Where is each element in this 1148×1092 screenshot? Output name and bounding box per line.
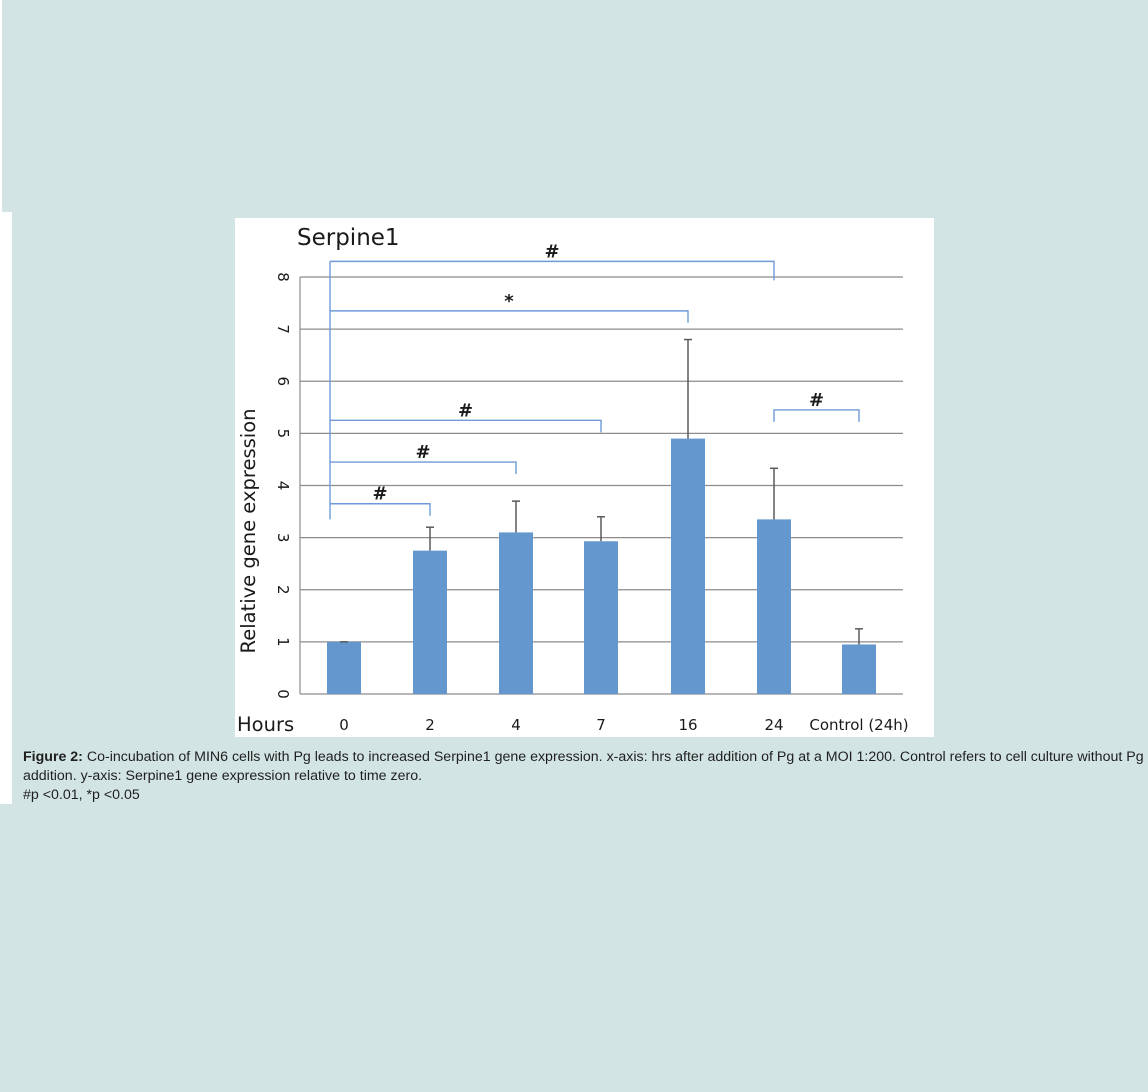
- significance-bracket: [330, 260, 775, 281]
- chart-title: Serpine1: [297, 225, 400, 251]
- y-tick-label: 8: [274, 272, 292, 282]
- significance-bracket: [330, 419, 602, 433]
- x-tick-label: 2: [425, 716, 435, 734]
- y-tick-label: 4: [274, 481, 292, 491]
- y-tick-label: 1: [274, 637, 292, 647]
- bar-4: [499, 532, 533, 694]
- caption-label: Figure 2:: [23, 749, 83, 765]
- bar-16: [671, 438, 705, 694]
- bar-Control (24h): [842, 644, 876, 694]
- significance-label: #: [372, 484, 387, 505]
- x-tick-label: 7: [596, 716, 606, 734]
- y-axis-label: Relative gene expression: [237, 409, 260, 654]
- significance-label: #: [415, 442, 430, 463]
- y-tick-label: 3: [274, 533, 292, 543]
- y-tick-label: 6: [274, 376, 292, 386]
- x-tick-label: Control (24h): [809, 716, 908, 734]
- bar-2: [413, 550, 447, 694]
- significance-label: *: [504, 291, 514, 312]
- top-edge: [0, 0, 2, 212]
- y-tick-label: 7: [274, 324, 292, 334]
- y-tick-label: 2: [274, 585, 292, 595]
- bar-24: [757, 519, 791, 694]
- figure-caption: Figure 2: Co-incubation of MIN6 cells wi…: [23, 748, 1145, 786]
- bar-0: [327, 641, 361, 694]
- significance-note: #p <0.01, *p <0.05: [23, 787, 140, 803]
- x-tick-label: 0: [339, 716, 349, 734]
- significance-bracket: [330, 503, 431, 516]
- significance-label: #: [544, 241, 559, 262]
- caption-text: Co-incubation of MIN6 cells with Pg lead…: [23, 749, 1144, 784]
- significance-bracket: [330, 461, 517, 475]
- significance-bracket: [773, 409, 860, 422]
- bar-7: [584, 541, 618, 694]
- y-tick-label: 5: [274, 429, 292, 439]
- x-axis-label: Hours: [237, 713, 294, 736]
- significance-label: #: [458, 400, 473, 421]
- x-tick-label: 16: [678, 716, 697, 734]
- significance-label: #: [809, 390, 824, 411]
- y-tick-label: 0: [274, 689, 292, 699]
- x-tick-label: 4: [511, 716, 521, 734]
- x-tick-label: 24: [764, 716, 783, 734]
- significance-bracket: [330, 310, 689, 323]
